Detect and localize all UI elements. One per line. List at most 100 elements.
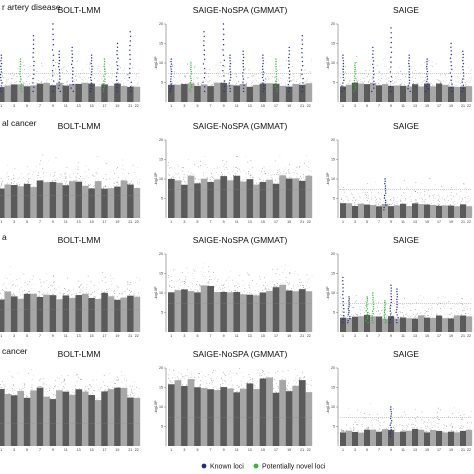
- locus-point-known: [390, 296, 392, 298]
- snp-point: [204, 81, 206, 82]
- snp-point: [16, 278, 18, 280]
- locus-point-known: [426, 60, 428, 63]
- locus-point-known: [262, 57, 264, 59]
- snp-point: [430, 423, 432, 425]
- snp-point: [185, 279, 187, 281]
- snp-point: [450, 429, 452, 431]
- snp-point: [8, 283, 10, 285]
- snp-point: [428, 195, 430, 197]
- snp-point: [213, 369, 215, 371]
- snp-point: [364, 70, 366, 71]
- snp-point: [378, 78, 380, 80]
- snp-point: [58, 177, 60, 178]
- chromosome-block-2: [346, 203, 353, 218]
- snp-point: [92, 75, 94, 77]
- snp-point: [51, 84, 53, 86]
- snp-point: [187, 63, 188, 65]
- locus-point-known: [203, 90, 206, 93]
- snp-point: [168, 377, 169, 379]
- snp-point: [74, 79, 76, 80]
- locus-point-known: [462, 75, 465, 77]
- snp-point: [393, 408, 394, 410]
- snp-point: [371, 199, 372, 200]
- chromosome-block-5: [194, 85, 201, 102]
- locus-point-known: [342, 314, 345, 317]
- snp-point: [306, 165, 307, 167]
- snp-point: [216, 290, 218, 291]
- locus-point-novel: [372, 312, 374, 315]
- snp-point: [384, 421, 386, 423]
- snp-point: [218, 76, 220, 78]
- snp-point: [424, 199, 426, 201]
- locus-point-known: [59, 78, 61, 80]
- snp-point: [398, 417, 400, 419]
- x-tick-label: 19: [115, 220, 119, 224]
- chromosome-block-15: [88, 395, 96, 446]
- snp-point: [296, 166, 297, 168]
- snp-point: [33, 78, 35, 79]
- snp-point: [222, 287, 224, 289]
- snp-point: [206, 66, 208, 68]
- snp-point: [131, 391, 133, 393]
- snp-point: [196, 77, 198, 79]
- locus-point-known: [71, 53, 74, 55]
- locus-point-known: [52, 44, 55, 46]
- snp-point: [259, 375, 261, 377]
- snp-point: [43, 292, 44, 294]
- snp-point: [23, 273, 25, 275]
- snp-point: [212, 85, 213, 87]
- locus-point-novel: [103, 85, 105, 88]
- snp-point: [416, 317, 418, 319]
- snp-point: [11, 182, 12, 184]
- locus-point-known: [372, 70, 375, 72]
- snp-point: [43, 281, 45, 283]
- snp-point: [186, 384, 188, 386]
- snp-point: [442, 189, 444, 191]
- snp-point: [183, 281, 185, 282]
- locus-point-novel: [19, 63, 22, 65]
- locus-point-known: [389, 424, 391, 426]
- locus-point-novel: [19, 75, 22, 78]
- locus-point-known: [90, 87, 92, 90]
- snp-point: [356, 75, 358, 77]
- snp-point: [438, 200, 440, 202]
- snp-point: [127, 281, 129, 283]
- snp-point: [31, 384, 32, 386]
- snp-point: [70, 291, 72, 292]
- snp-point: [229, 173, 230, 175]
- locus-point-novel: [384, 318, 386, 320]
- snp-point: [110, 280, 112, 282]
- snp-point: [299, 282, 300, 283]
- snp-point: [187, 174, 189, 176]
- locus-point-known: [223, 33, 225, 36]
- snp-point: [290, 388, 292, 390]
- locus-point-known: [33, 86, 35, 88]
- snp-point: [265, 81, 266, 83]
- x-tick-label: 13: [248, 334, 252, 338]
- chromosome-block-1: [0, 87, 5, 102]
- locus-point-known: [203, 77, 206, 79]
- snp-point: [248, 374, 250, 375]
- snp-point: [108, 186, 110, 188]
- snp-point: [127, 288, 128, 290]
- snp-point: [253, 74, 255, 75]
- snp-point: [257, 369, 259, 371]
- snp-point: [415, 314, 417, 316]
- snp-point: [232, 385, 234, 387]
- snp-point: [292, 172, 294, 173]
- snp-point: [381, 78, 382, 80]
- x-tick-label: 7: [378, 220, 380, 224]
- chromosome-block-21: [298, 84, 306, 102]
- snp-point: [198, 83, 199, 85]
- snp-point: [190, 174, 191, 176]
- snp-point: [7, 389, 8, 391]
- chromosome-block-2: [4, 85, 12, 102]
- snp-point: [101, 77, 103, 79]
- snp-point: [137, 82, 139, 84]
- snp-point: [258, 291, 260, 292]
- snp-point: [170, 167, 172, 169]
- chromosome-block-6: [200, 285, 208, 332]
- y-tick-label: 5: [161, 81, 163, 85]
- snp-point: [351, 192, 352, 194]
